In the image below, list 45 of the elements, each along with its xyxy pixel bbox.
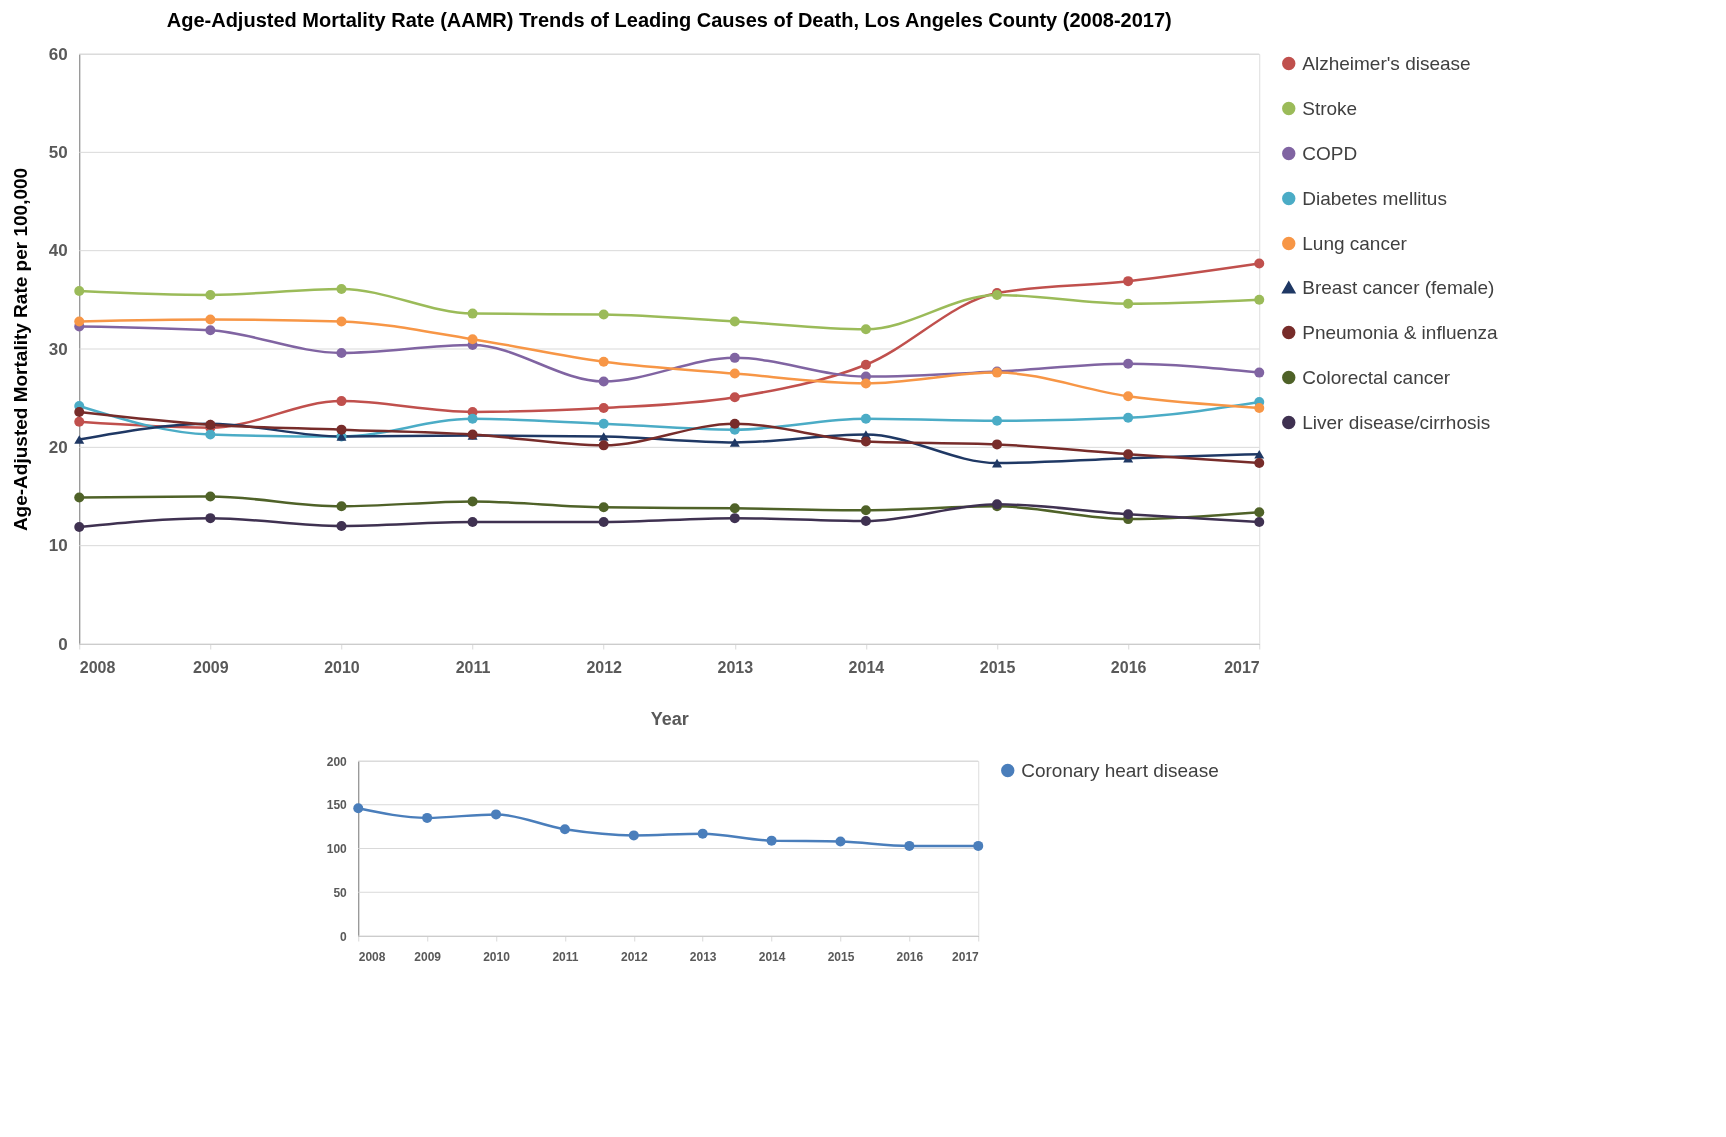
legend-label: Pneumonia & influenza: [1302, 321, 1499, 343]
x-tick-label: 2014: [848, 658, 885, 676]
y-tick-label: 10: [48, 536, 68, 556]
x-tick-label: 2011: [552, 949, 579, 964]
legend-label: Lung cancer: [1302, 232, 1408, 254]
y-axis-title: Age-Adjusted Mortality Rate per 100,000: [9, 167, 31, 532]
x-tick-label: 2012: [586, 658, 623, 676]
y-tick-label: 60: [48, 44, 68, 64]
y-tick-label: 40: [48, 241, 68, 261]
legend-label: Colorectal cancer: [1302, 366, 1451, 388]
legend-label: Diabetes mellitus: [1302, 187, 1447, 209]
x-tick-label: 2009: [193, 658, 229, 676]
legend-label: COPD: [1302, 142, 1358, 164]
y-tick-label: 150: [326, 798, 348, 813]
x-axis-title: Year: [650, 708, 689, 729]
x-tick-label: 2016: [896, 949, 924, 964]
x-tick-label: 2012: [620, 949, 648, 964]
legend-label: Alzheimer's disease: [1302, 52, 1471, 74]
legend-label: Stroke: [1302, 97, 1358, 119]
y-tick-label: 50: [48, 142, 68, 162]
x-tick-label: 2010: [483, 949, 511, 964]
y-tick-label: 100: [326, 842, 348, 856]
y-tick-label: 50: [333, 885, 348, 900]
x-tick-label: 2009: [414, 949, 442, 964]
legend-label: Liver disease/cirrhosis: [1302, 411, 1491, 433]
x-tick-label: 2014: [758, 949, 786, 964]
x-tick-label: 2017: [952, 949, 980, 964]
x-tick-label: 2017: [1224, 658, 1260, 676]
legend-label: Coronary heart disease: [1021, 759, 1219, 781]
y-tick-label: 30: [48, 339, 68, 359]
y-tick-label: 0: [58, 634, 68, 654]
x-tick-label: 2013: [717, 658, 754, 676]
x-tick-label: 2010: [324, 658, 360, 676]
y-tick-label: 0: [340, 929, 348, 944]
x-tick-label: 2013: [689, 949, 717, 964]
y-tick-label: 200: [326, 754, 348, 769]
x-tick-label: 2008: [358, 949, 386, 964]
y-tick-label: 20: [48, 437, 68, 457]
legend-label: Breast cancer (female): [1302, 276, 1495, 298]
x-tick-label: 2015: [979, 658, 1016, 676]
x-tick-label: 2011: [455, 658, 491, 676]
chart-title: Age-Adjusted Mortality Rate (AAMR) Trends of Leading Causes of Death, Los Angeles County (2008-2017): [166, 9, 1172, 31]
x-tick-label: 2016: [1110, 658, 1147, 676]
x-tick-label: 2008: [79, 658, 116, 676]
x-tick-label: 2015: [827, 949, 855, 964]
